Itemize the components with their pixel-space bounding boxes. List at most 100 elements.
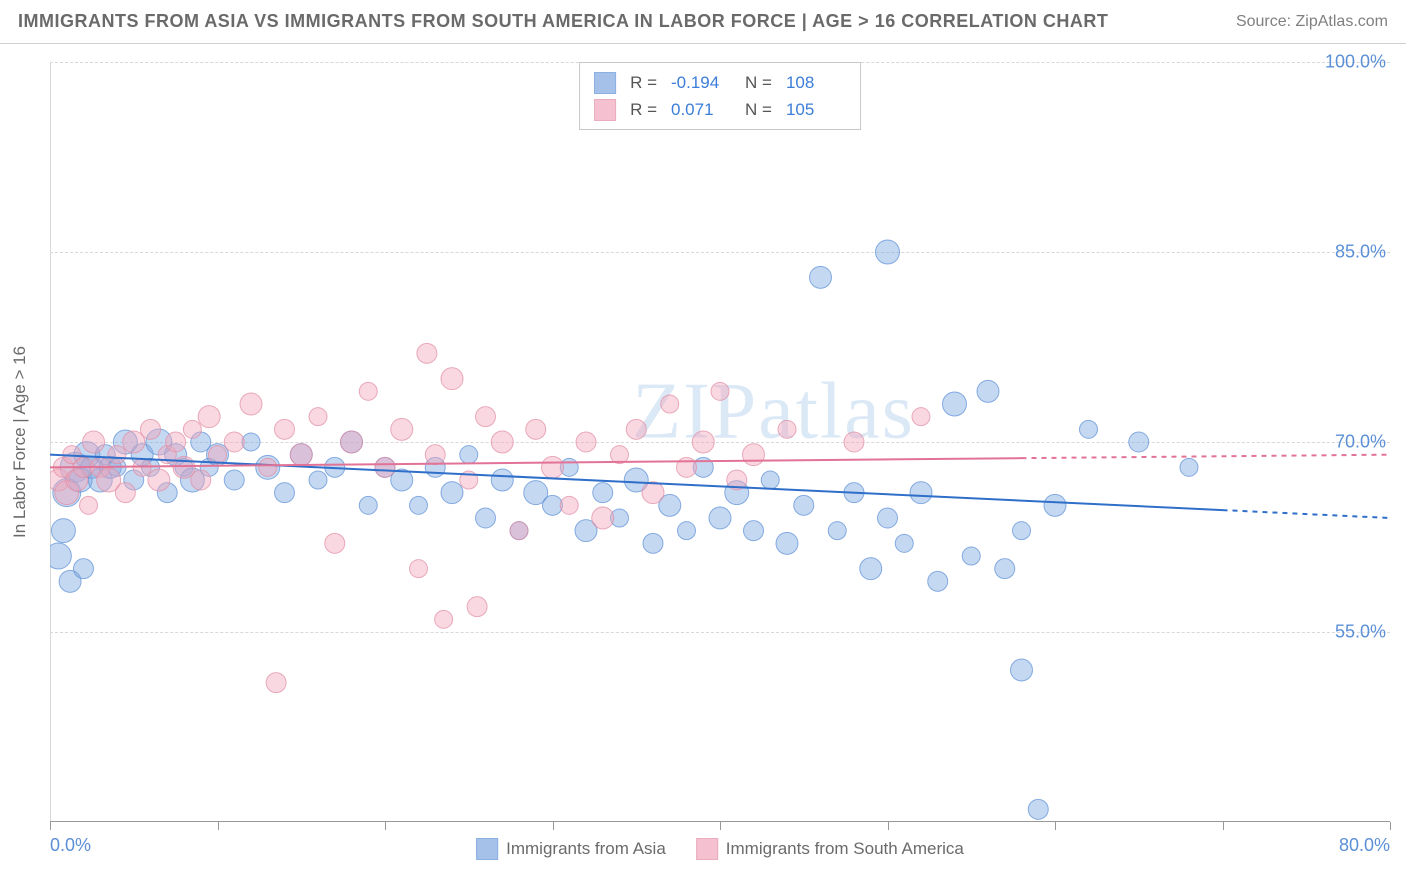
scatter-point xyxy=(743,444,765,466)
scatter-point xyxy=(943,392,967,416)
scatter-point xyxy=(576,432,596,452)
scatter-point xyxy=(290,444,312,466)
stat-n-label-1: N = xyxy=(745,96,772,123)
scatter-point xyxy=(1044,494,1066,516)
scatter-point xyxy=(643,533,663,553)
scatter-point xyxy=(410,560,428,578)
scatter-point xyxy=(593,483,613,503)
stat-n-value-0: 108 xyxy=(786,69,846,96)
scatter-point xyxy=(51,519,75,543)
scatter-point xyxy=(744,521,764,541)
chart-header: IMMIGRANTS FROM ASIA VS IMMIGRANTS FROM … xyxy=(0,0,1406,44)
scatter-point xyxy=(1028,799,1048,819)
y-axis-title: In Labor Force | Age > 16 xyxy=(10,346,30,538)
scatter-point xyxy=(995,559,1015,579)
scatter-point xyxy=(166,432,186,452)
x-tick xyxy=(385,822,386,830)
scatter-point xyxy=(359,496,377,514)
scatter-point xyxy=(183,420,201,438)
scatter-plot-svg xyxy=(50,62,1390,822)
scatter-point xyxy=(510,522,528,540)
bottom-legend: Immigrants from Asia Immigrants from Sou… xyxy=(476,838,964,860)
scatter-point xyxy=(543,495,563,515)
stat-r-label-1: R = xyxy=(630,96,657,123)
scatter-point xyxy=(977,380,999,402)
scatter-point xyxy=(224,470,244,490)
scatter-point xyxy=(359,382,377,400)
trend-line-dashed xyxy=(1223,510,1391,518)
scatter-point xyxy=(74,559,94,579)
scatter-point xyxy=(1180,458,1198,476)
scatter-point xyxy=(460,446,478,464)
x-tick xyxy=(553,822,554,830)
scatter-point xyxy=(678,522,696,540)
scatter-point xyxy=(844,432,864,452)
scatter-point xyxy=(692,431,714,453)
x-tick xyxy=(888,822,889,830)
stats-row-sa: R = 0.071 N = 105 xyxy=(594,96,846,123)
scatter-point xyxy=(560,496,578,514)
stats-legend-box: R = -0.194 N = 108 R = 0.071 N = 105 xyxy=(579,62,861,130)
scatter-point xyxy=(224,432,244,452)
scatter-point xyxy=(191,470,211,490)
scatter-point xyxy=(198,406,220,428)
x-tick xyxy=(1390,822,1391,830)
scatter-point xyxy=(50,543,71,569)
scatter-point xyxy=(275,483,295,503)
scatter-point xyxy=(776,532,798,554)
legend-swatch-asia xyxy=(476,838,498,860)
scatter-point xyxy=(309,408,327,426)
trend-line-dashed xyxy=(1022,455,1391,458)
scatter-point xyxy=(491,431,513,453)
scatter-point xyxy=(266,673,286,693)
scatter-point xyxy=(928,571,948,591)
scatter-point xyxy=(341,431,363,453)
x-tick xyxy=(1223,822,1224,830)
scatter-point xyxy=(1013,522,1031,540)
stats-row-asia: R = -0.194 N = 108 xyxy=(594,69,846,96)
scatter-point xyxy=(1080,420,1098,438)
scatter-point xyxy=(810,266,832,288)
scatter-point xyxy=(240,393,262,415)
scatter-point xyxy=(115,483,135,503)
scatter-point xyxy=(417,343,437,363)
scatter-point xyxy=(108,446,126,464)
scatter-point xyxy=(425,445,445,465)
scatter-point xyxy=(148,469,170,491)
legend-label-asia: Immigrants from Asia xyxy=(506,839,666,859)
legend-swatch-sa xyxy=(696,838,718,860)
scatter-point xyxy=(275,419,295,439)
scatter-point xyxy=(592,507,614,529)
scatter-point xyxy=(761,471,779,489)
x-tick xyxy=(720,822,721,830)
scatter-point xyxy=(83,431,105,453)
x-tick xyxy=(1055,822,1056,830)
scatter-point xyxy=(209,446,227,464)
stat-r-value-0: -0.194 xyxy=(671,69,731,96)
x-axis-min-label: 0.0% xyxy=(50,835,91,856)
stat-n-value-1: 105 xyxy=(786,96,846,123)
scatter-point xyxy=(325,533,345,553)
scatter-point xyxy=(912,408,930,426)
legend-label-sa: Immigrants from South America xyxy=(726,839,964,859)
trend-line-solid xyxy=(50,458,1022,467)
chart-source: Source: ZipAtlas.com xyxy=(1236,13,1388,31)
scatter-point xyxy=(860,558,882,580)
swatch-asia xyxy=(594,72,616,94)
scatter-point xyxy=(895,534,913,552)
x-tick xyxy=(50,822,51,830)
scatter-point xyxy=(1129,432,1149,452)
legend-item-sa: Immigrants from South America xyxy=(696,838,964,860)
scatter-point xyxy=(542,456,564,478)
x-tick xyxy=(218,822,219,830)
scatter-point xyxy=(828,522,846,540)
scatter-point xyxy=(476,407,496,427)
stat-r-label-0: R = xyxy=(630,69,657,96)
scatter-point xyxy=(309,471,327,489)
stat-r-value-1: 0.071 xyxy=(671,96,731,123)
scatter-point xyxy=(526,419,546,439)
scatter-point xyxy=(1011,659,1033,681)
scatter-point xyxy=(709,507,731,529)
x-axis-max-label: 80.0% xyxy=(1339,835,1390,856)
scatter-point xyxy=(410,496,428,514)
